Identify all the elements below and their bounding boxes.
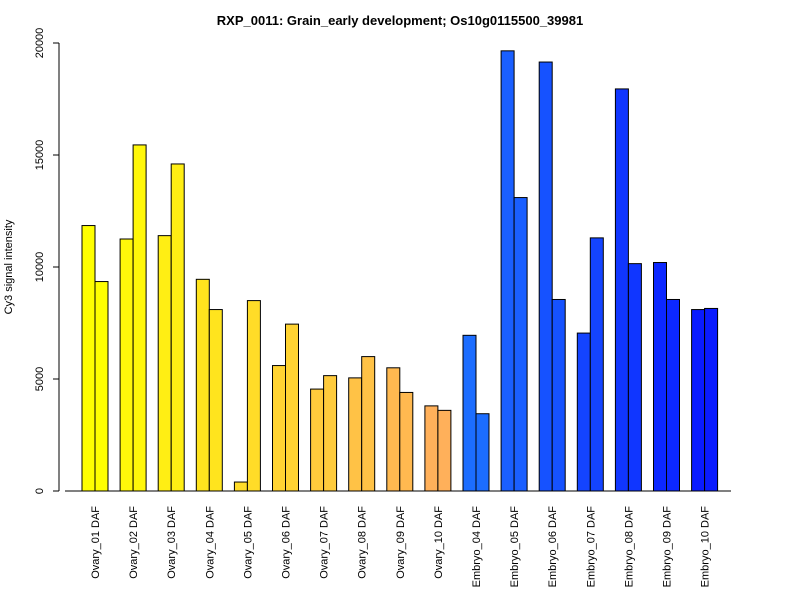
- bar: [653, 262, 667, 492]
- x-tick-label: Embryo_10 DAF: [700, 506, 712, 588]
- bars: [81, 50, 719, 492]
- bar: [170, 163, 185, 492]
- bar: [551, 298, 566, 492]
- x-tick-label: Embryo_06 DAF: [547, 506, 559, 588]
- y-tick-label: 0: [34, 488, 46, 494]
- x-tick-label: Ovary_01 DAF: [90, 506, 102, 579]
- x-tick-label: Ovary_08 DAF: [357, 506, 369, 579]
- bar: [538, 61, 553, 492]
- bar: [94, 281, 109, 492]
- bar: [424, 405, 439, 492]
- y-tick-label: 10000: [34, 252, 46, 283]
- bar: [691, 309, 706, 492]
- bar: [576, 332, 591, 492]
- bar: [462, 334, 477, 492]
- bar: [437, 409, 452, 492]
- x-tick-label: Ovary_04 DAF: [204, 506, 216, 579]
- bar: [614, 88, 629, 492]
- x-tick-label: Ovary_02 DAF: [128, 506, 140, 579]
- bar: [310, 388, 325, 492]
- bar: [361, 356, 376, 492]
- bar: [246, 300, 261, 492]
- x-tick-label: Embryo_09 DAF: [662, 506, 674, 588]
- bar: [195, 278, 210, 492]
- bar: [513, 197, 528, 492]
- x-tick-label: Ovary_10 DAF: [433, 506, 445, 579]
- x-tick-label: Ovary_03 DAF: [166, 506, 178, 579]
- x-tick-label: Ovary_07 DAF: [319, 506, 331, 579]
- bar: [500, 50, 515, 492]
- x-tick-labels: Ovary_01 DAF Ovary_02 DAF Ovary_03 DAF Ovar…: [90, 506, 712, 588]
- bar: [323, 375, 338, 492]
- x-tick-label: Embryo_05 DAF: [509, 506, 521, 588]
- bar: [208, 309, 223, 492]
- chart-title: RXP_0011: Grain_early development; Os10g…: [216, 13, 584, 28]
- y-tick-label: 5000: [34, 367, 46, 391]
- bar: [272, 365, 286, 492]
- bar: [81, 225, 96, 492]
- x-tick-label: Embryo_08 DAF: [623, 506, 635, 588]
- bar: [589, 237, 604, 492]
- bar: [627, 263, 642, 492]
- bar: [348, 377, 363, 492]
- y-tick-label: 15000: [34, 140, 46, 171]
- y-axis-title: Cy3 signal intensity: [3, 219, 15, 314]
- bar: [132, 144, 147, 492]
- y-tick-label: 20000: [34, 28, 46, 59]
- x-tick-label: Embryo_04 DAF: [471, 506, 483, 588]
- bar: [475, 413, 490, 492]
- x-tick-label: Ovary_09 DAF: [395, 506, 407, 579]
- x-tick-label: Ovary_06 DAF: [281, 506, 293, 579]
- x-tick-label: Ovary_05 DAF: [242, 506, 254, 579]
- bar: [399, 391, 414, 492]
- bar: [386, 367, 401, 492]
- bar: [233, 481, 248, 492]
- bar: [666, 298, 680, 492]
- bar: [285, 323, 299, 492]
- bar: [704, 307, 719, 492]
- bar: [157, 235, 172, 492]
- x-tick-label: Embryo_07 DAF: [585, 506, 597, 588]
- bar: [119, 238, 134, 492]
- y-axis: 0 5000 10000 15000 20000: [34, 28, 60, 494]
